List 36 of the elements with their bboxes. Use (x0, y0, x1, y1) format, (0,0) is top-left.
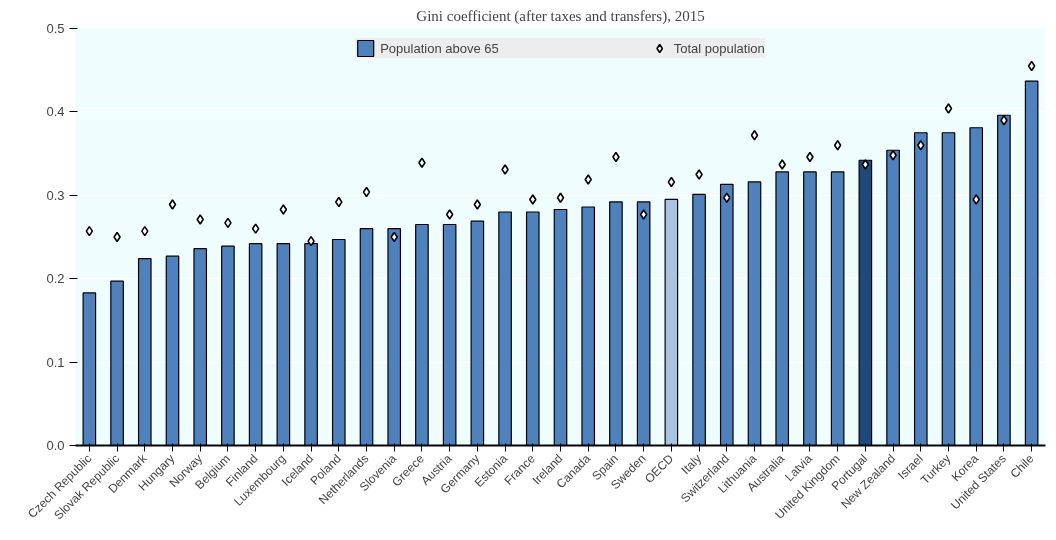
point (85, 225, 94, 237)
point (667, 176, 676, 188)
point (168, 199, 177, 210)
point (778, 159, 787, 170)
point (695, 169, 703, 180)
point (944, 103, 953, 114)
point (833, 139, 842, 151)
y-tick-label: 0.3 (46, 187, 65, 203)
point (196, 214, 205, 225)
point (390, 231, 399, 243)
point (750, 129, 759, 141)
point (362, 186, 371, 198)
point (639, 209, 648, 220)
point (334, 196, 343, 208)
point (722, 192, 731, 204)
point (916, 139, 925, 151)
point (501, 164, 509, 175)
y-tick-label: 0.2 (46, 271, 65, 287)
point (584, 174, 593, 185)
y-tick-label: 0.1 (46, 354, 65, 370)
y-tick-label: 0.4 (46, 104, 65, 120)
y-tick-label: 0.0 (46, 438, 65, 453)
point (445, 209, 454, 220)
legend-label: Total population (673, 40, 765, 56)
point (556, 192, 565, 204)
point (972, 194, 981, 205)
y-tick-label: 0.5 (46, 21, 65, 36)
point (140, 225, 149, 237)
point (473, 199, 482, 210)
point (279, 204, 288, 215)
point (1027, 60, 1036, 72)
point (528, 194, 537, 205)
chart-title: Gini coefficient (after taxes and transfers), 2015 (416, 7, 705, 25)
legend-label: Population above 65 (380, 40, 499, 56)
point (251, 223, 260, 234)
point (861, 159, 870, 170)
